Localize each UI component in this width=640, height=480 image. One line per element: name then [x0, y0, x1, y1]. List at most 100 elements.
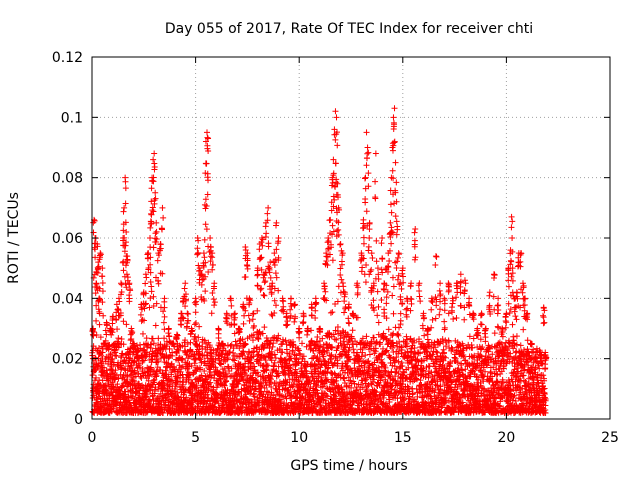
data-point [310, 397, 317, 404]
data-point [228, 341, 235, 348]
data-point [275, 372, 282, 379]
data-point [275, 391, 282, 398]
data-point [250, 337, 257, 344]
data-point [175, 347, 182, 354]
data-point [199, 343, 206, 350]
data-point [319, 381, 326, 388]
data-point [151, 379, 158, 386]
data-point [248, 360, 255, 367]
data-point [174, 389, 181, 396]
data-point [236, 389, 243, 396]
data-point [383, 348, 390, 355]
data-point [144, 391, 151, 398]
data-point [264, 362, 271, 369]
data-point [198, 372, 205, 379]
data-point [239, 400, 246, 407]
data-point [379, 350, 386, 357]
data-point [103, 367, 110, 374]
data-point [196, 342, 203, 349]
data-point [143, 393, 150, 400]
data-point [341, 389, 348, 396]
data-point [387, 383, 394, 390]
data-point [219, 350, 226, 357]
data-point [368, 381, 375, 388]
data-point [211, 372, 218, 379]
data-point [341, 375, 348, 382]
data-point [363, 376, 370, 383]
data-point [324, 349, 331, 356]
data-point [221, 365, 228, 372]
data-point [192, 383, 199, 390]
data-point [377, 341, 384, 348]
data-point [164, 363, 171, 370]
data-point [229, 356, 236, 363]
data-point [201, 368, 208, 375]
data-point [286, 364, 293, 371]
data-point [224, 387, 231, 394]
data-point [153, 372, 160, 379]
data-point [322, 397, 329, 404]
data-point [187, 339, 194, 346]
data-point [392, 357, 399, 364]
data-point [269, 343, 276, 350]
data-point [345, 332, 352, 339]
data-point [243, 372, 250, 379]
data-point [237, 405, 244, 412]
data-point [210, 347, 217, 354]
data-point [348, 384, 355, 391]
data-point [114, 381, 121, 388]
data-point [309, 394, 316, 401]
data-point [295, 347, 302, 354]
data-point [377, 374, 384, 381]
data-point [370, 376, 377, 383]
data-point [263, 382, 270, 389]
data-point [382, 364, 389, 371]
data-point [179, 355, 186, 362]
data-point [218, 351, 225, 358]
data-point [224, 363, 231, 370]
data-point [378, 388, 385, 395]
data-point [98, 352, 105, 359]
data-point [323, 384, 330, 391]
data-point [147, 365, 154, 372]
data-point [358, 362, 365, 369]
data-point [183, 394, 190, 401]
data-point [380, 394, 387, 401]
data-point [230, 349, 237, 356]
data-point [376, 381, 383, 388]
data-point [322, 377, 329, 384]
data-point [276, 345, 283, 352]
data-point [395, 370, 402, 377]
data-point [380, 345, 387, 352]
data-point [144, 344, 151, 351]
data-point [323, 341, 330, 348]
data-point [323, 392, 330, 399]
data-point [102, 382, 109, 389]
data-point [358, 353, 365, 360]
data-point [227, 343, 234, 350]
data-point [109, 392, 116, 399]
data-point [316, 356, 323, 363]
data-point [177, 378, 184, 385]
data-point [283, 395, 290, 402]
data-point [234, 391, 241, 398]
data-point [107, 350, 114, 357]
data-point [196, 364, 203, 371]
data-point [338, 342, 345, 349]
data-point [140, 357, 147, 364]
data-point [346, 344, 353, 351]
data-point [232, 338, 239, 345]
data-point [142, 349, 149, 356]
data-point [108, 408, 115, 415]
data-point [182, 337, 189, 344]
data-point [268, 389, 275, 396]
data-point [393, 354, 400, 361]
data-point [387, 354, 394, 361]
data-point [167, 378, 174, 385]
data-point [266, 345, 273, 352]
data-point [228, 365, 235, 372]
data-point [227, 389, 234, 396]
data-point [366, 362, 373, 369]
data-point [309, 392, 316, 399]
data-point [351, 380, 358, 387]
